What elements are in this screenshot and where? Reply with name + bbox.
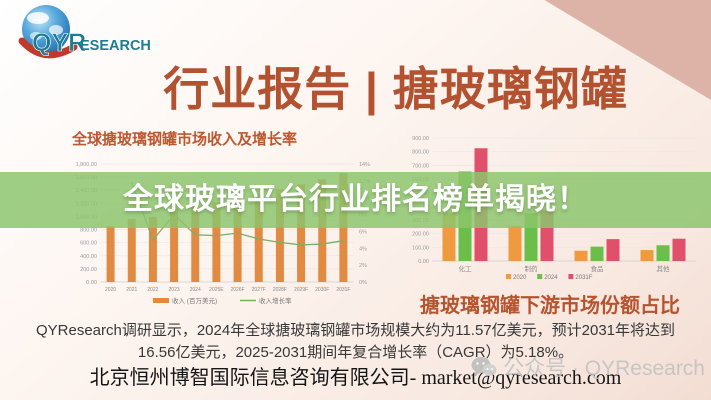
svg-text:1,800.00: 1,800.00 xyxy=(76,162,97,168)
svg-text:2026F: 2026F xyxy=(230,287,244,293)
qyresearch-logo: QYR ESEARCH xyxy=(10,3,170,63)
svg-text:2%: 2% xyxy=(359,263,367,269)
svg-text:2028F: 2028F xyxy=(273,287,287,293)
svg-text:800.00: 800.00 xyxy=(412,150,429,156)
svg-text:400.00: 400.00 xyxy=(80,254,97,260)
svg-text:0.00: 0.00 xyxy=(418,259,429,265)
svg-text:收入增长率: 收入增长率 xyxy=(259,296,292,305)
revenue-chart-svg: 0.00200.00400.00600.00800.001,000.001,20… xyxy=(76,162,371,305)
svg-text:2031F: 2031F xyxy=(336,287,350,293)
svg-text:900.00: 900.00 xyxy=(412,136,429,142)
logo-swoosh xyxy=(18,37,78,59)
summary-paragraph: QYResearch调研显示，2024年全球搪玻璃钢罐市场规模大约为11.57亿… xyxy=(35,322,676,361)
svg-text:4%: 4% xyxy=(359,246,367,252)
svg-text:0.00: 0.00 xyxy=(86,280,97,286)
watermark-text: 公众号 · QYResearch xyxy=(503,357,705,380)
svg-text:2021: 2021 xyxy=(126,287,137,293)
logo-text-rest: ESEARCH xyxy=(80,38,151,54)
svg-text:制药: 制药 xyxy=(525,264,539,273)
svg-text:其他: 其他 xyxy=(657,264,671,273)
svg-text:200.00: 200.00 xyxy=(412,232,429,238)
svg-text:6%: 6% xyxy=(359,229,367,235)
globe-icon: QYR ESEARCH xyxy=(18,5,151,59)
svg-text:200.00: 200.00 xyxy=(80,267,97,273)
svg-text:100.00: 100.00 xyxy=(412,245,429,251)
announcement-banner: 全球玻璃平台行业排名榜单揭晓！ xyxy=(0,172,711,228)
svg-text:2029F: 2029F xyxy=(294,287,308,293)
svg-text:2022: 2022 xyxy=(147,287,158,293)
revenue-chart-title: 全球搪玻璃钢罐市场收入及增长率 xyxy=(72,131,298,148)
svg-text:0%: 0% xyxy=(359,280,367,286)
downstream-chart-title: 搪玻璃钢罐下游市场份额占比 xyxy=(420,295,680,317)
wechat-icon xyxy=(471,357,497,376)
svg-text:2030F: 2030F xyxy=(315,287,329,293)
svg-text:2025E: 2025E xyxy=(209,287,224,293)
svg-text:化工: 化工 xyxy=(459,264,473,273)
revenue-chart: 全球搪玻璃钢罐市场收入及增长率 0.00 200.00 400.00 600.00 80… xyxy=(58,128,392,310)
svg-text:食品: 食品 xyxy=(591,264,604,273)
svg-text:700.00: 700.00 xyxy=(412,163,429,169)
svg-text:14%: 14% xyxy=(359,162,370,168)
svg-text:2023: 2023 xyxy=(169,287,180,293)
svg-text:600.00: 600.00 xyxy=(80,241,97,247)
svg-text:2031F: 2031F xyxy=(575,275,592,281)
svg-text:2027F: 2027F xyxy=(252,287,266,293)
svg-text:2024: 2024 xyxy=(544,275,558,281)
svg-text:2020: 2020 xyxy=(513,275,527,281)
svg-text:2024: 2024 xyxy=(190,287,201,293)
svg-text:2020: 2020 xyxy=(105,287,116,293)
svg-text:收入 (百万美元): 收入 (百万美元) xyxy=(172,296,217,305)
page-title: 行业报告 | 搪玻璃钢罐 xyxy=(163,63,628,115)
svg-text:800.00: 800.00 xyxy=(80,228,97,234)
announcement-text: 全球玻璃平台行业排名榜单揭晓！ xyxy=(123,183,588,216)
logo-text-qyr: QYR xyxy=(32,29,86,57)
wechat-watermark: 公众号 · QYResearch xyxy=(471,352,705,382)
